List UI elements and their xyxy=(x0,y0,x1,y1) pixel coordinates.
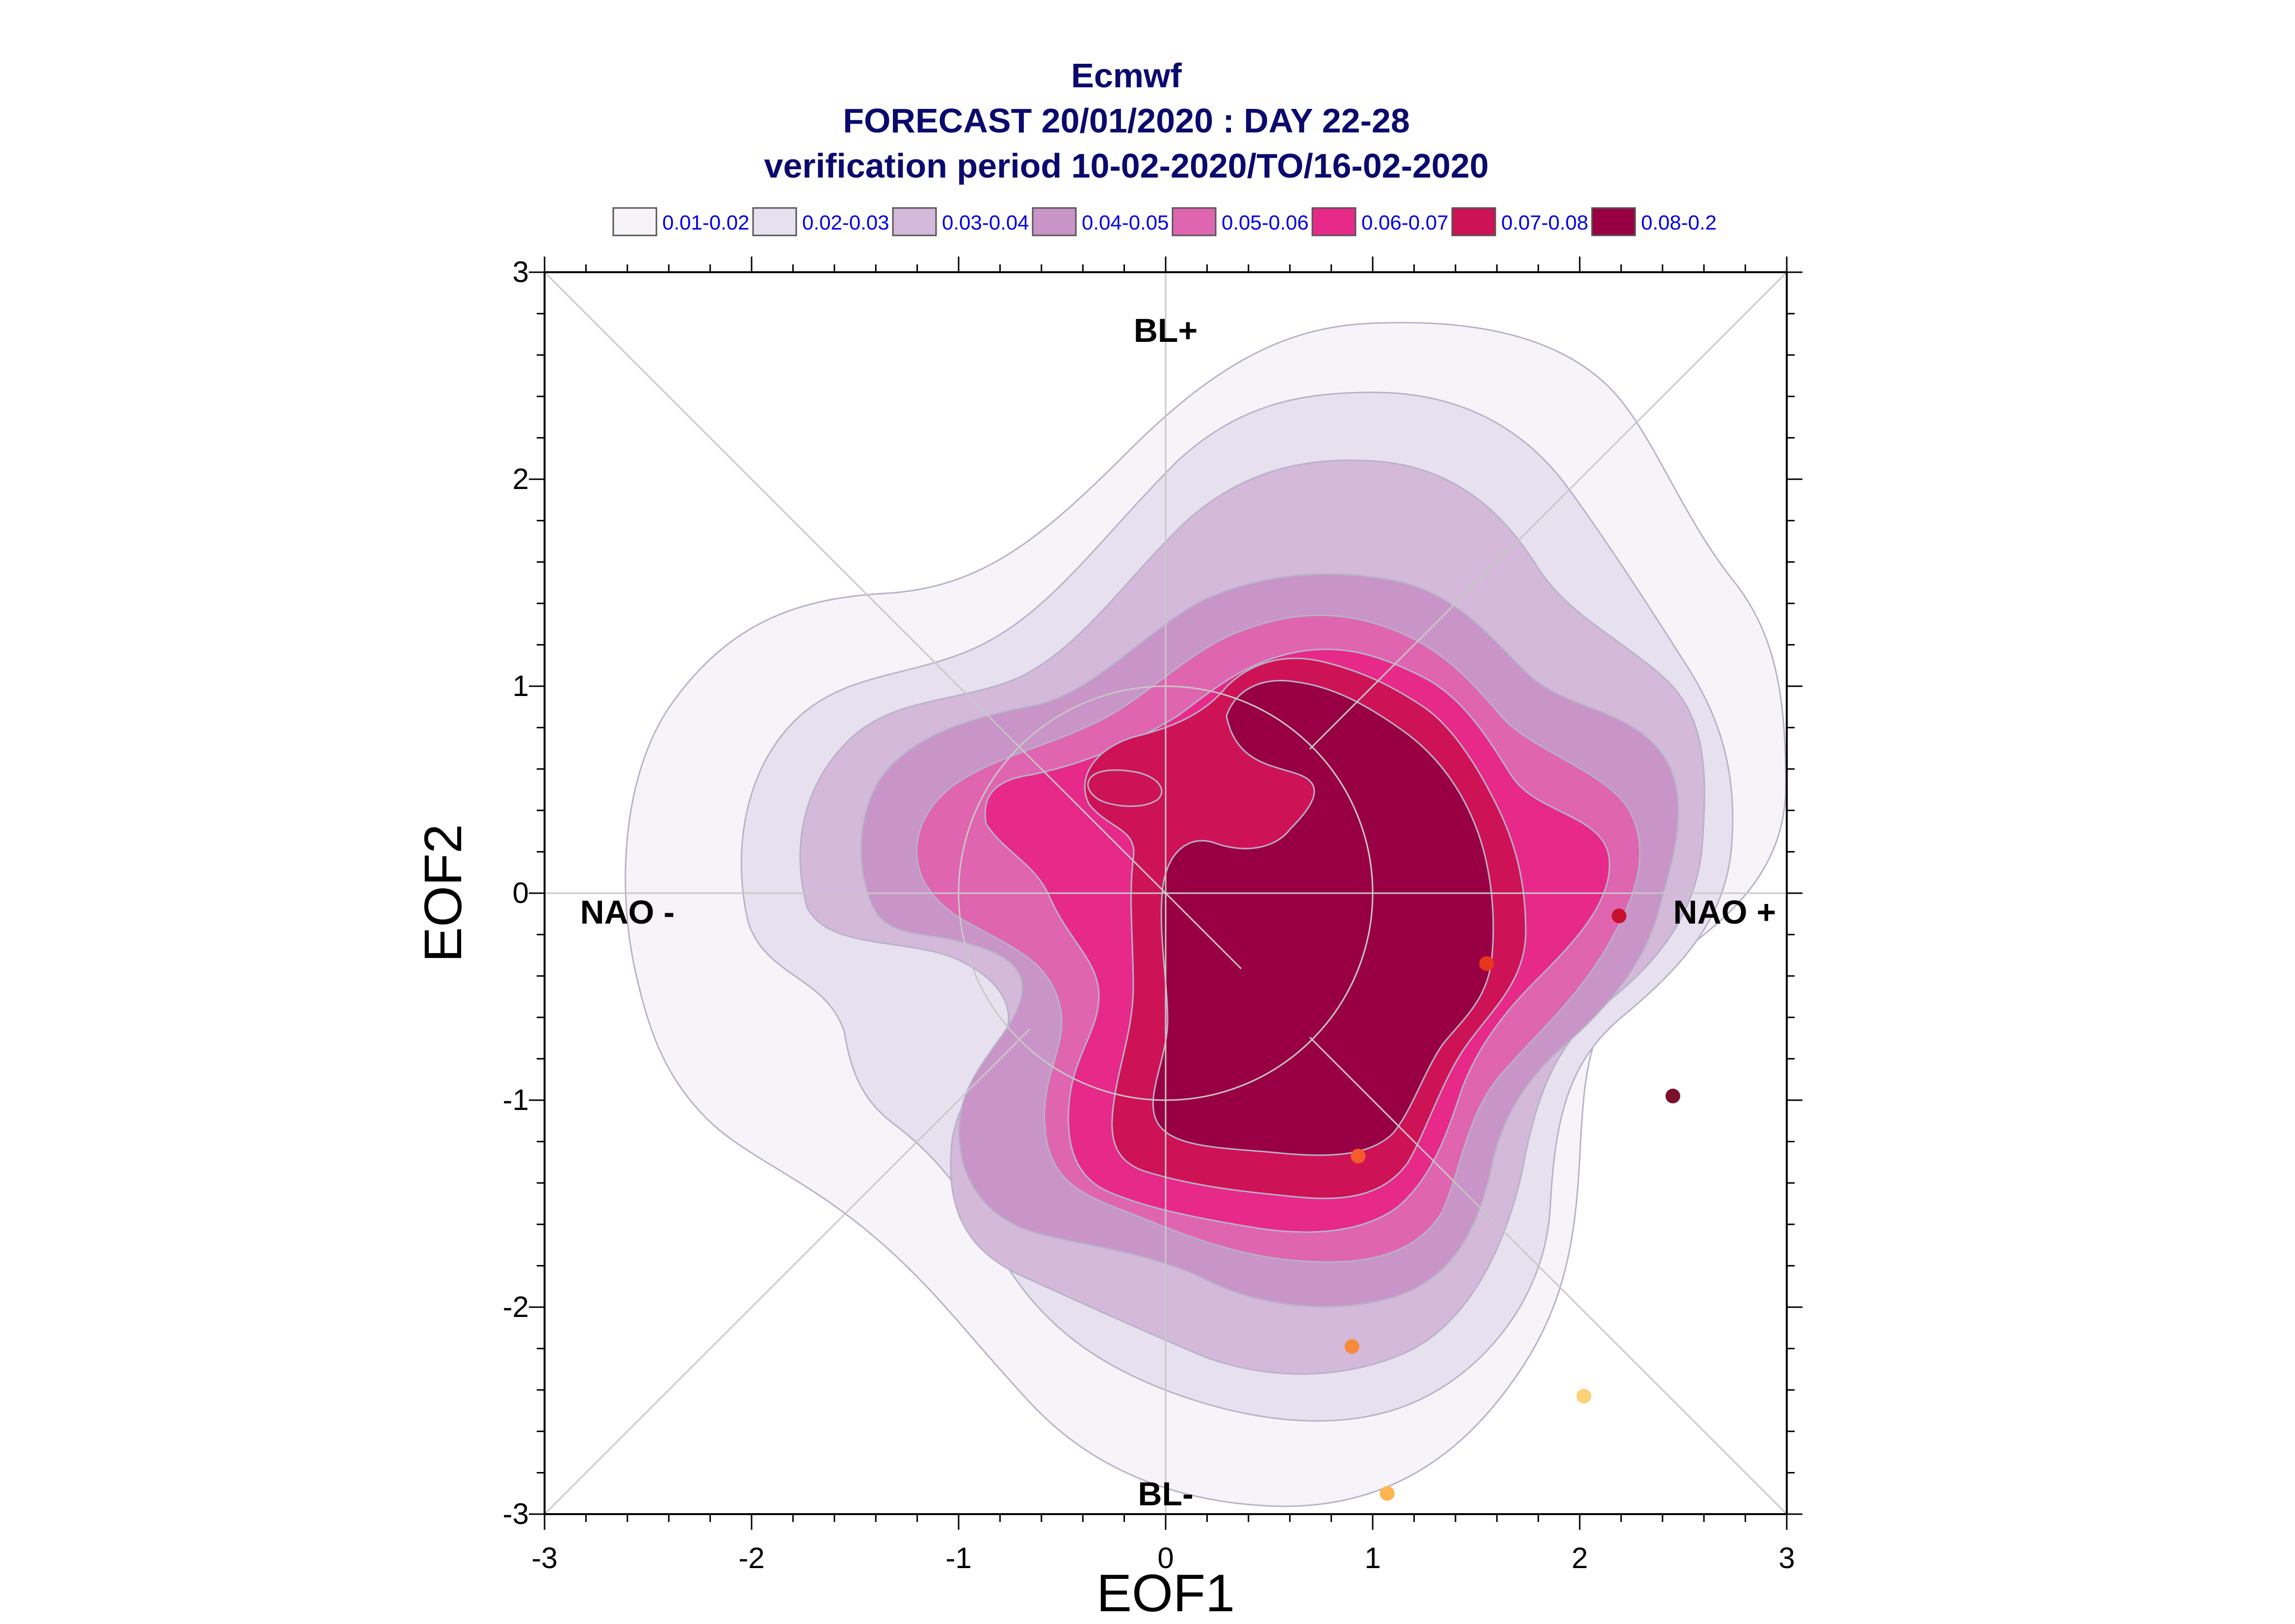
title-line-2: FORECAST 20/01/2020 : DAY 22-28 xyxy=(843,102,1410,140)
legend-swatch-7 xyxy=(1591,207,1636,236)
legend-label-0: 0.01-0.02 xyxy=(662,211,749,234)
x-tick-label: 2 xyxy=(1571,1542,1588,1574)
legend-swatch-4 xyxy=(1172,207,1217,236)
unit-circle xyxy=(958,685,1374,1101)
scatter-points xyxy=(1344,908,1680,1501)
scatter-point-5 xyxy=(1576,1389,1591,1404)
legend-swatch-3 xyxy=(1032,207,1077,236)
diagonal-line xyxy=(545,272,1242,970)
y-tick-label: -1 xyxy=(503,1083,529,1116)
legend: 0.01-0.02 0.02-0.03 0.03-0.04 0.04-0.05 0.05… xyxy=(612,207,1717,236)
scatter-point-3 xyxy=(1351,1148,1366,1163)
x-tick-label: 1 xyxy=(1364,1542,1381,1574)
chart-title: Ecmwf FORECAST 20/01/2020 : DAY 22-28 ve… xyxy=(764,56,1488,185)
title-line-3: verification period 10-02-2020/TO/16-02-… xyxy=(764,147,1488,185)
y-tick-label: 0 xyxy=(513,876,529,909)
legend-label-5: 0.06-0.07 xyxy=(1361,211,1448,234)
legend-label-3: 0.04-0.05 xyxy=(1082,211,1169,234)
diagonal-line xyxy=(1309,1036,1787,1514)
x-tick-label: 3 xyxy=(1778,1542,1795,1574)
x-tick-label: -3 xyxy=(531,1542,557,1574)
scatter-point-2 xyxy=(1665,1088,1680,1104)
legend-swatch-0 xyxy=(612,207,657,236)
regime-label-1: NAO - xyxy=(580,894,675,931)
legend-swatch-2 xyxy=(892,207,937,236)
regime-label-3: BL- xyxy=(1138,1475,1193,1513)
axis-ticks: -3 -2 -1 0 1 2 3 -3 -2 -1 0 1 2 3 xyxy=(503,256,1802,1574)
scatter-point-1 xyxy=(1479,956,1494,971)
x-tick-label: -2 xyxy=(738,1542,764,1574)
x-axis-label: EOF1 xyxy=(1096,1563,1235,1623)
contour-0.07-0.08-island xyxy=(1087,769,1163,807)
y-tick-label: -2 xyxy=(503,1290,529,1323)
diagonal-line xyxy=(545,1028,1031,1514)
legend-label-2: 0.03-0.04 xyxy=(942,211,1029,234)
legend-label-1: 0.02-0.03 xyxy=(802,211,889,234)
contour-0.08-0.2 xyxy=(1152,680,1494,1156)
x-tick-label: -1 xyxy=(945,1542,971,1574)
regime-label-0: BL+ xyxy=(1134,312,1198,349)
regime-labels: BL+ NAO - NAO + BL- xyxy=(580,312,1776,1513)
title-line-1: Ecmwf xyxy=(1071,56,1182,95)
scatter-point-6 xyxy=(1380,1486,1395,1501)
diagonal-line xyxy=(1309,272,1787,750)
legend-swatch-6 xyxy=(1451,207,1496,236)
y-tick-label: 3 xyxy=(513,256,529,288)
scatter-point-4 xyxy=(1344,1339,1359,1354)
legend-swatch-1 xyxy=(752,207,797,236)
scatter-point-0 xyxy=(1612,908,1627,924)
legend-label-7: 0.08-0.2 xyxy=(1641,211,1717,234)
y-tick-label: -3 xyxy=(503,1497,529,1530)
x-tick-label: 0 xyxy=(1157,1542,1174,1574)
y-tick-label: 2 xyxy=(513,463,529,495)
reference-lines xyxy=(545,272,1787,1514)
y-axis-label: EOF2 xyxy=(413,824,472,962)
plot-area: BL+ NAO - NAO + BL- -3 -2 -1 0 1 2 3 -3 -2 -1 0 1 2 3 EO… xyxy=(413,256,1802,1623)
legend-label-6: 0.07-0.08 xyxy=(1501,211,1588,234)
legend-swatch-5 xyxy=(1311,207,1356,236)
y-tick-label: 1 xyxy=(513,670,529,702)
legend-label-4: 0.05-0.06 xyxy=(1222,211,1308,234)
regime-label-2: NAO + xyxy=(1673,894,1776,931)
